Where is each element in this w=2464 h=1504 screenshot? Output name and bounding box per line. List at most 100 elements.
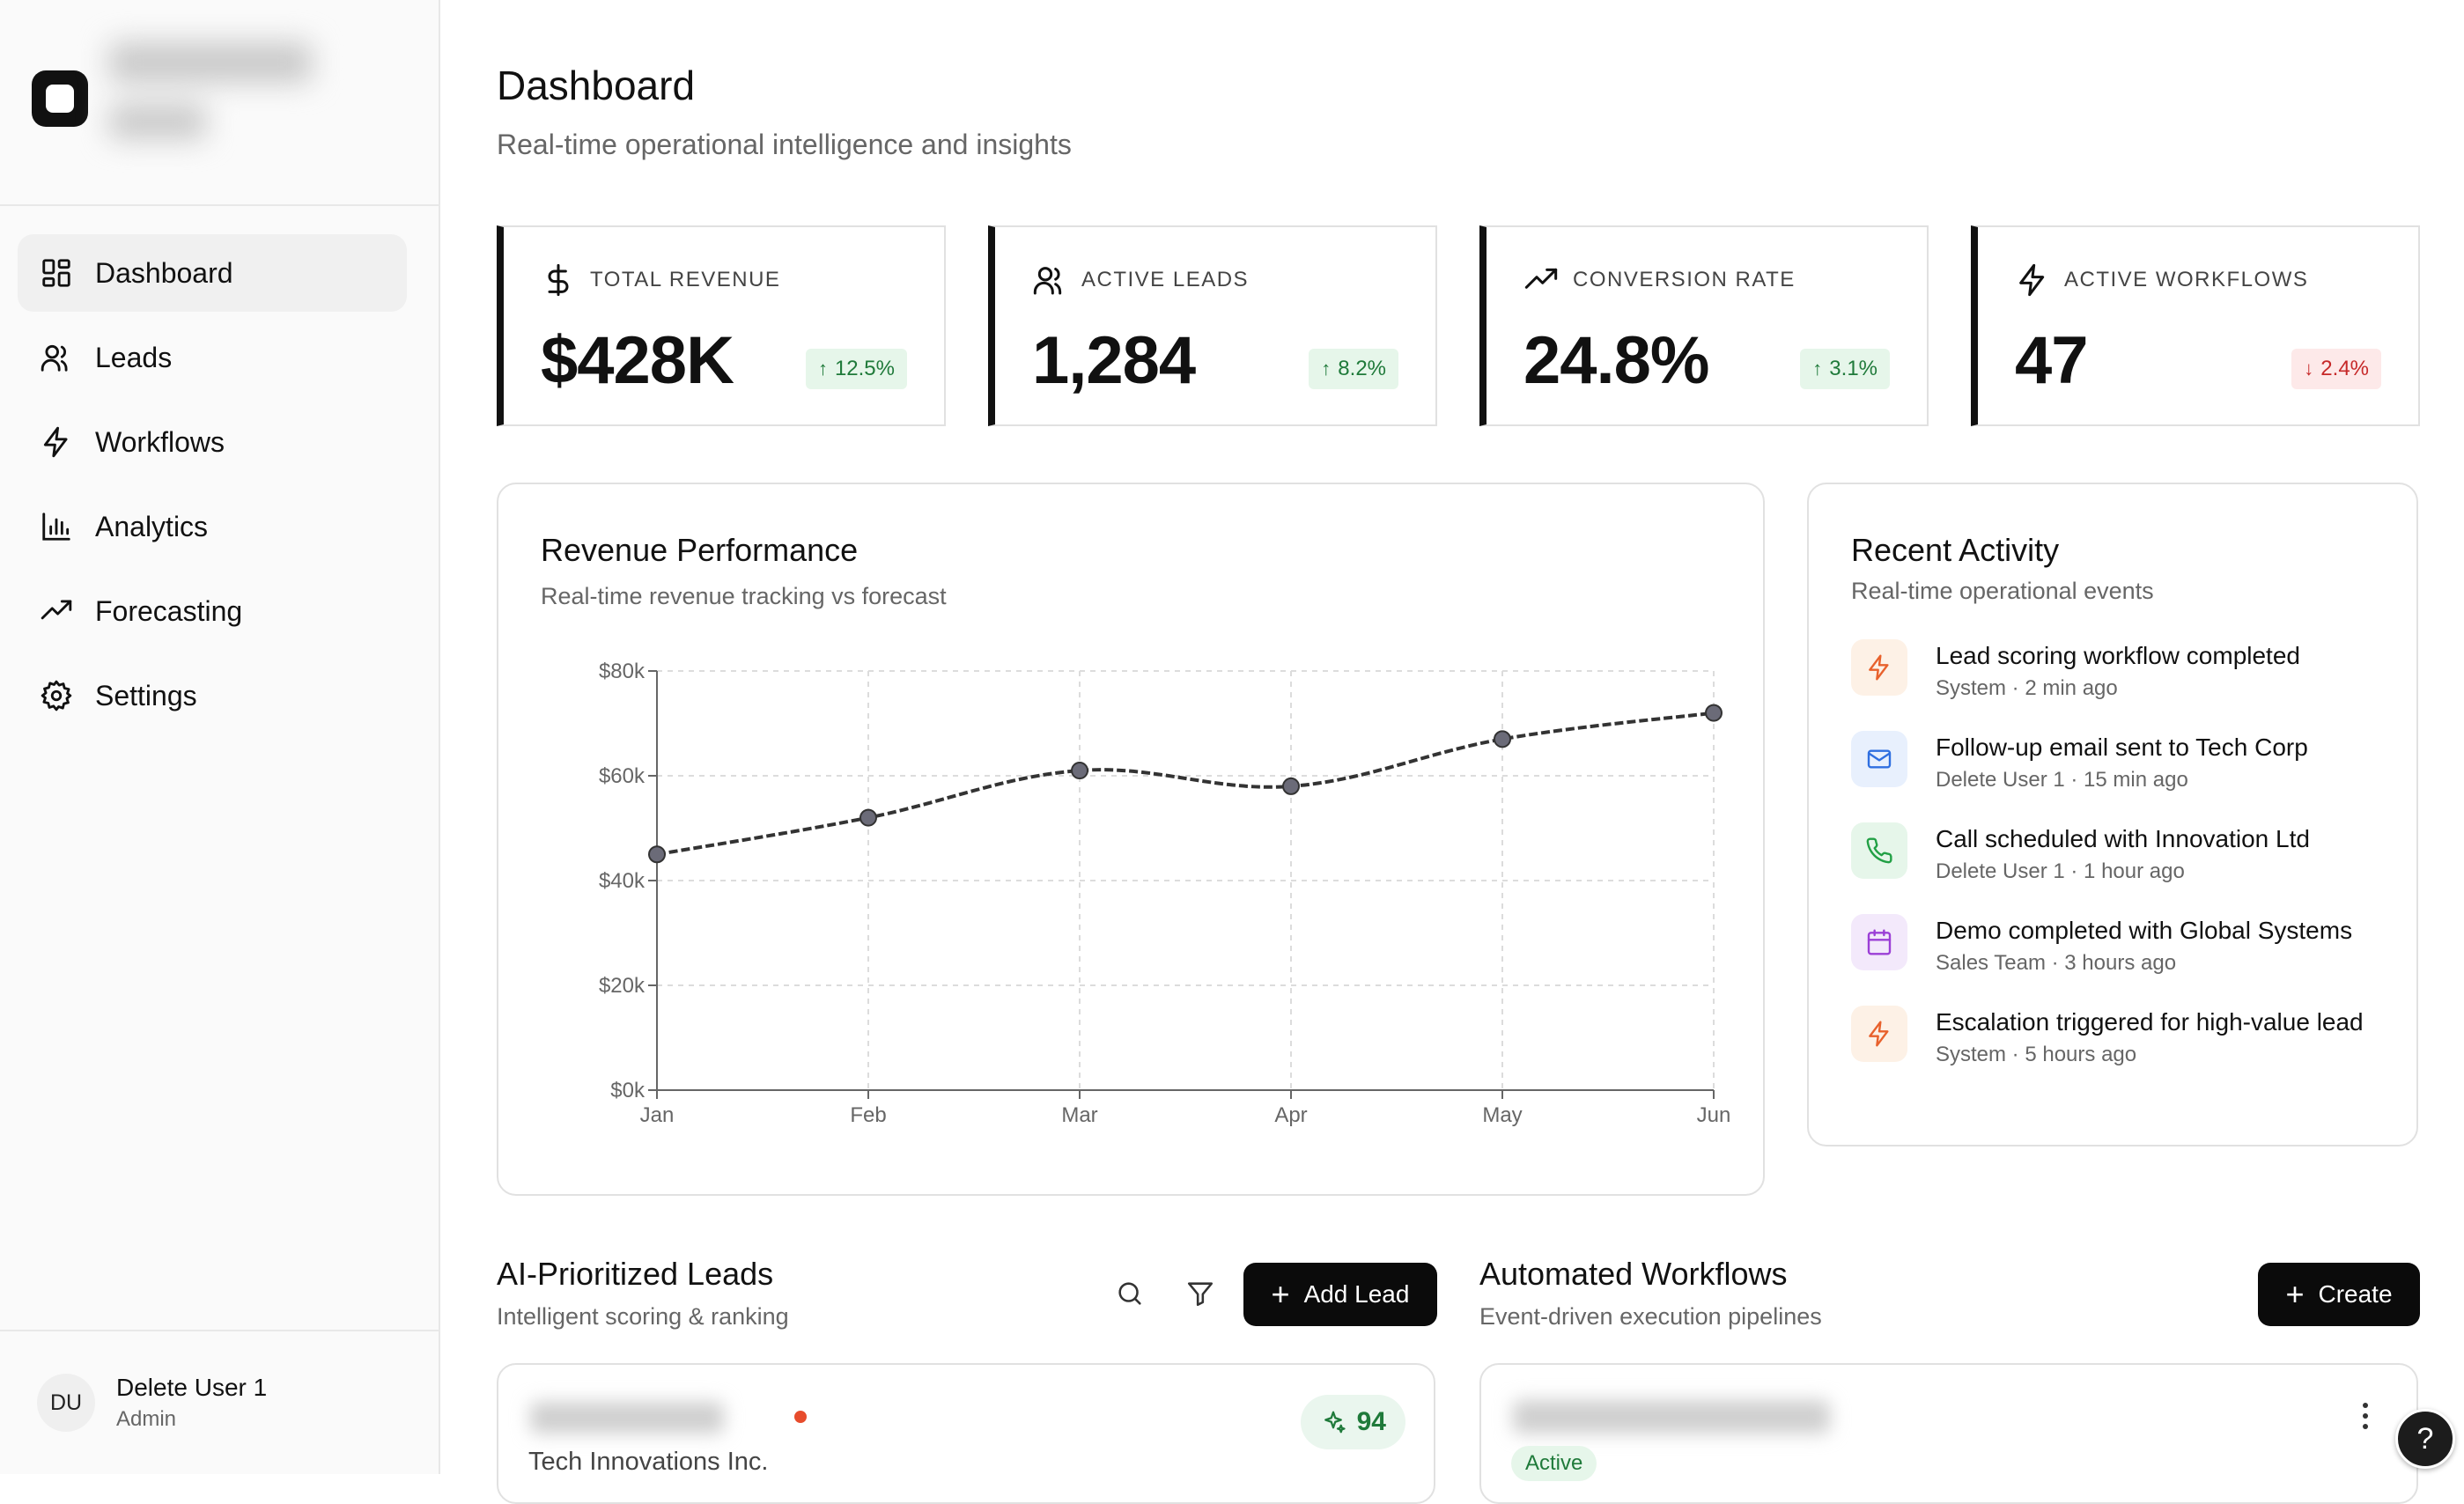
revenue-line-chart: $0k $20k $40k $60k $80k Jan Feb Mar Apr May Jun — [599, 660, 1731, 1127]
score-value: 94 — [1356, 1407, 1386, 1436]
sidebar: Dashboard Leads Workflows Analytics Fore… — [0, 0, 440, 1474]
sidebar-item-leads[interactable]: Leads — [18, 319, 407, 396]
plus-icon: + — [2285, 1276, 2305, 1312]
lead-company: Tech Innovations Inc. — [528, 1448, 769, 1476]
arrow-up-icon: ↑ — [1812, 358, 1823, 380]
sidebar-item-forecasting[interactable]: Forecasting — [18, 572, 407, 650]
kpi-change-badge: ↓ 2.4% — [2291, 349, 2381, 389]
x-tick-label: May — [1482, 1103, 1522, 1127]
calendar-icon — [1851, 914, 1907, 970]
gear-icon — [39, 678, 74, 713]
data-point — [1494, 730, 1511, 748]
add-lead-button[interactable]: + Add Lead — [1243, 1263, 1437, 1326]
card-subtitle: Real-time operational events — [1851, 578, 2154, 604]
zap-icon — [39, 424, 74, 460]
search-icon[interactable] — [1110, 1273, 1150, 1314]
activity-title: Escalation triggered for high-value lead — [1936, 1008, 2364, 1036]
help-button[interactable]: ? — [2395, 1409, 2455, 1469]
x-tick-label: Jun — [1697, 1103, 1731, 1127]
kpi-change-value: 3.1% — [1829, 357, 1878, 380]
workflow-card[interactable]: Active — [1479, 1363, 2418, 1504]
app-logo[interactable] — [32, 70, 88, 127]
mail-icon — [1851, 731, 1907, 787]
arrow-up-icon: ↑ — [817, 358, 828, 380]
leads-section-title: AI-Prioritized Leads — [497, 1256, 774, 1292]
data-point — [1071, 762, 1088, 780]
x-tick-label: Apr — [1274, 1103, 1307, 1127]
sidebar-item-workflows[interactable]: Workflows — [18, 403, 407, 481]
button-label: Create — [2318, 1280, 2393, 1308]
revenue-performance-card: Revenue Performance Real-time revenue tr… — [497, 483, 1765, 1196]
kpi-card-total-revenue: TOTAL REVENUE $428K ↑ 12.5% — [497, 225, 946, 426]
activity-item[interactable]: Lead scoring workflow completed System ·… — [1851, 639, 2394, 701]
arrow-up-icon: ↑ — [1321, 358, 1332, 380]
recent-activity-card: Recent Activity Real-time operational ev… — [1807, 483, 2418, 1146]
more-vertical-icon[interactable] — [2360, 1400, 2371, 1435]
sparkles-icon — [1324, 1411, 1346, 1434]
filter-icon[interactable] — [1180, 1273, 1221, 1314]
sidebar-item-label: Workflows — [95, 425, 225, 458]
sidebar-item-label: Forecasting — [95, 594, 243, 627]
main-content: Dashboard Real-time operational intellig… — [440, 0, 2464, 1504]
activity-item[interactable]: Demo completed with Global Systems Sales… — [1851, 914, 2394, 976]
sidebar-item-analytics[interactable]: Analytics — [18, 488, 407, 565]
y-tick-label: $60k — [599, 764, 646, 788]
kpi-change-badge: ↑ 8.2% — [1309, 349, 1398, 389]
lead-card[interactable]: 94 Tech Innovations Inc. — [497, 1363, 1435, 1504]
activity-item[interactable]: Call scheduled with Innovation Ltd Delet… — [1851, 822, 2394, 884]
kpi-card-conversion-rate: CONVERSION RATE 24.8% ↑ 3.1% — [1479, 225, 1929, 426]
dollar-icon — [548, 263, 569, 297]
users-icon — [39, 340, 74, 375]
revenue-series-line — [656, 711, 1715, 857]
activity-meta: Sales Team · 3 hours ago — [1936, 951, 2177, 975]
data-point — [648, 845, 666, 864]
phone-icon — [1851, 822, 1907, 879]
data-point — [1282, 777, 1300, 795]
kpi-change-badge: ↑ 3.1% — [1800, 349, 1890, 389]
user-role: Admin — [116, 1407, 177, 1431]
activity-meta: Delete User 1 · 1 hour ago — [1936, 859, 2185, 883]
leads-section-subtitle: Intelligent scoring & ranking — [497, 1303, 789, 1330]
trending-up-icon — [39, 593, 74, 629]
zap-icon — [1851, 1006, 1907, 1062]
layout-dashboard-icon — [39, 255, 74, 291]
brand-header — [0, 0, 439, 206]
bar-chart-icon — [39, 509, 74, 544]
users-icon — [1033, 267, 1062, 295]
lead-name-blurred — [530, 1402, 724, 1434]
button-label: Add Lead — [1303, 1280, 1410, 1308]
y-tick-label: $20k — [599, 974, 646, 998]
workflows-section-subtitle: Event-driven execution pipelines — [1479, 1303, 1822, 1330]
y-tick-label: $80k — [599, 660, 646, 683]
kpi-label: TOTAL REVENUE — [590, 268, 781, 291]
activity-meta: System · 5 hours ago — [1936, 1043, 2137, 1066]
activity-item[interactable]: Follow-up email sent to Tech Corp Delete… — [1851, 731, 2394, 793]
kpi-change-value: 12.5% — [834, 357, 895, 380]
zap-icon — [1851, 639, 1907, 696]
user-name: Delete User 1 — [116, 1374, 268, 1401]
sidebar-item-dashboard[interactable]: Dashboard — [18, 234, 407, 312]
kpi-label: CONVERSION RATE — [1573, 268, 1796, 291]
kpi-label: ACTIVE WORKFLOWS — [2064, 268, 2309, 291]
kpi-label: ACTIVE LEADS — [1081, 268, 1250, 291]
workflow-name-blurred — [1513, 1400, 1830, 1434]
page-subtitle: Real-time operational intelligence and i… — [497, 129, 1072, 160]
y-tick-label: $40k — [599, 869, 646, 893]
card-title: Revenue Performance — [541, 532, 859, 568]
activity-item[interactable]: Escalation triggered for high-value lead… — [1851, 1006, 2394, 1067]
user-profile[interactable]: DU Delete User 1 Admin — [0, 1330, 439, 1474]
kpi-value: $428K — [541, 323, 734, 398]
sidebar-item-settings[interactable]: Settings — [18, 657, 407, 734]
kpi-card-active-workflows: ACTIVE WORKFLOWS 47 ↓ 2.4% — [1971, 225, 2420, 426]
kpi-change-badge: ↑ 12.5% — [805, 349, 907, 389]
arrow-down-icon: ↓ — [2304, 358, 2314, 380]
kpi-change-value: 2.4% — [2320, 357, 2369, 380]
sidebar-item-label: Leads — [95, 341, 173, 373]
avatar: DU — [37, 1374, 95, 1432]
kpi-value: 47 — [2015, 323, 2089, 398]
create-workflow-button[interactable]: + Create — [2258, 1263, 2420, 1326]
activity-title: Lead scoring workflow completed — [1936, 642, 2300, 669]
x-tick-label: Mar — [1061, 1103, 1097, 1127]
workflows-section-title: Automated Workflows — [1479, 1256, 1788, 1292]
data-point — [1705, 704, 1723, 722]
